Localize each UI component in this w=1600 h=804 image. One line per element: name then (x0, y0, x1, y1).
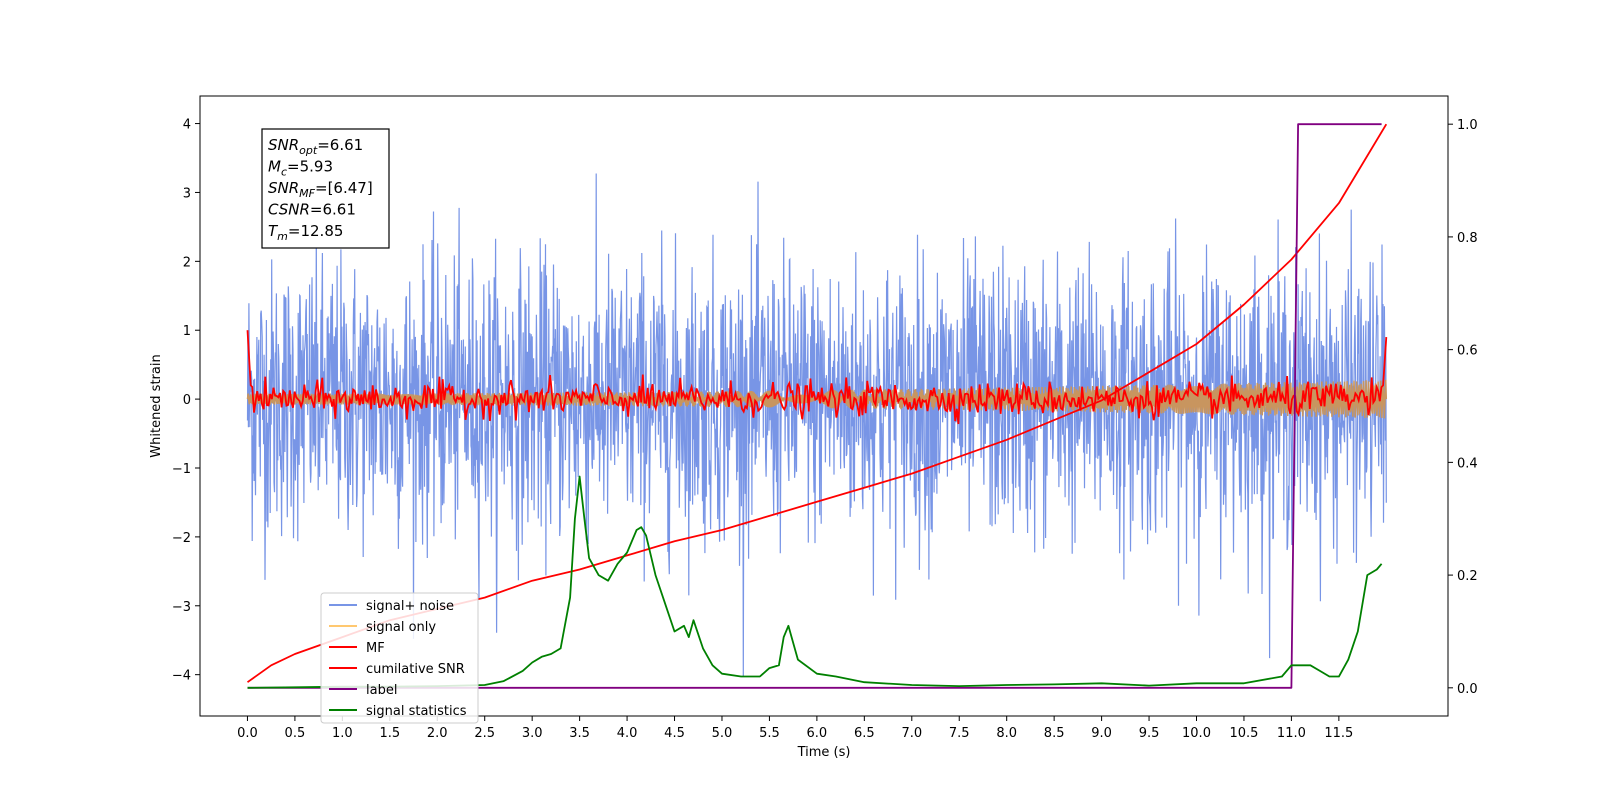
legend-label: signal statistics (366, 704, 467, 719)
y2-tick-label: 0.6 (1457, 344, 1478, 359)
x-tick-label: 6.5 (854, 726, 875, 741)
x-tick-label: 4.5 (664, 726, 685, 741)
x-tick-label: 5.0 (712, 726, 733, 741)
x-tick-label: 9.5 (1139, 726, 1160, 741)
x-tick-label: 1.0 (332, 726, 353, 741)
x-tick-label: 10.5 (1229, 726, 1258, 741)
annotation-value: =6.61 (317, 136, 363, 154)
annotation-line: CSNR=6.61 (268, 201, 356, 219)
legend-label: signal only (366, 620, 436, 635)
annotation-line: SNRMF=[6.47] (268, 179, 373, 200)
annotation-line: Mc=5.93 (268, 158, 333, 179)
x-tick-label: 0.5 (285, 726, 306, 741)
legend: signal+ noise signal only MF cumilative SNR… (321, 593, 478, 723)
y2-tick-label: 0.0 (1457, 682, 1478, 697)
y-tick-label: 1 (183, 324, 191, 339)
x-tick-label: 0.0 (237, 726, 258, 741)
y-tick-label: −1 (172, 462, 191, 477)
y-tick-label: −4 (172, 669, 191, 684)
stats-annotation-box: SNRopt=6.61Mc=5.93SNRMF=[6.47]CSNR=6.61T… (262, 129, 389, 248)
annotation-symbol: SNR (268, 179, 299, 197)
legend-label: label (366, 683, 397, 698)
y2-tick-label: 0.8 (1457, 231, 1478, 246)
annotation-subscript: m (277, 230, 288, 243)
y2-tick-label: 0.4 (1457, 456, 1478, 471)
annotation-subscript: MF (299, 187, 315, 200)
x-tick-label: 7.0 (901, 726, 922, 741)
x-tick-label: 8.5 (1044, 726, 1065, 741)
x-tick-label: 2.5 (474, 726, 495, 741)
annotation-subscript: opt (299, 144, 318, 157)
annotation-symbol: CSNR (268, 201, 310, 219)
x-tick-label: 2.0 (427, 726, 448, 741)
legend-label: cumilative SNR (366, 662, 465, 677)
x-tick-label: 7.5 (949, 726, 970, 741)
x-axis-title: Time (s) (797, 745, 851, 760)
x-tick-label: 8.0 (996, 726, 1017, 741)
y-tick-label: 3 (183, 186, 191, 201)
y2-tick-label: 1.0 (1457, 118, 1478, 133)
annotation-value: =12.85 (288, 222, 344, 240)
x-tick-label: 10.0 (1182, 726, 1211, 741)
x-tick-label: 1.5 (379, 726, 400, 741)
y-axis-title: Whitened strain (149, 354, 164, 457)
y2-tick-label: 0.2 (1457, 569, 1478, 584)
annotation-symbol: M (268, 158, 281, 176)
legend-label: signal+ noise (366, 599, 454, 614)
y-tick-label: 2 (183, 255, 191, 270)
annotation-symbol: SNR (268, 136, 299, 154)
y-tick-label: 0 (183, 393, 191, 408)
legend-label: MF (366, 641, 385, 656)
x-tick-label: 3.0 (522, 726, 543, 741)
x-tick-label: 3.5 (569, 726, 590, 741)
annotation-value: =[6.47] (315, 179, 373, 197)
x-tick-label: 6.0 (807, 726, 828, 741)
y-tick-label: −2 (172, 531, 191, 546)
x-tick-label: 11.0 (1277, 726, 1306, 741)
annotation-value: =6.61 (310, 201, 356, 219)
y-tick-label: −3 (172, 600, 191, 615)
x-tick-label: 9.0 (1091, 726, 1112, 741)
x-tick-label: 11.5 (1324, 726, 1353, 741)
x-tick-label: 4.0 (617, 726, 638, 741)
y-tick-label: 4 (183, 118, 191, 133)
x-tick-label: 5.5 (759, 726, 780, 741)
annotation-value: =5.93 (287, 158, 333, 176)
